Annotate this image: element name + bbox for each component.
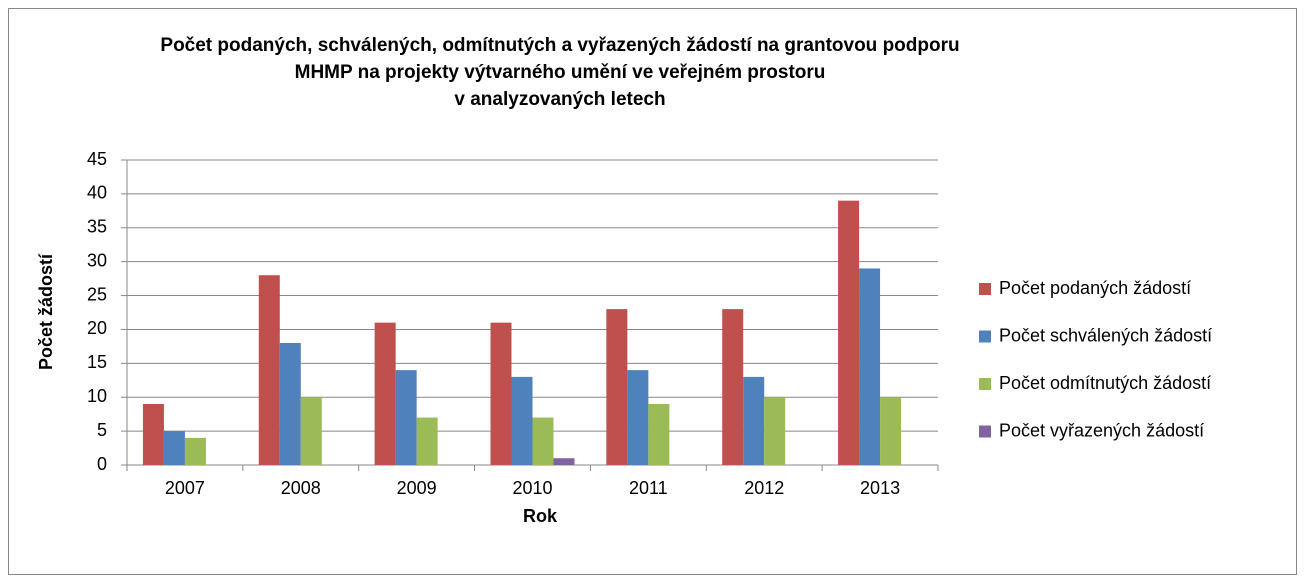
y-tick-label: 10 — [87, 386, 107, 406]
x-tick-label: 2009 — [397, 478, 437, 498]
bar — [722, 309, 744, 465]
y-tick-label: 25 — [87, 284, 107, 304]
bar — [300, 397, 322, 465]
x-tick-label: 2008 — [281, 478, 321, 498]
y-tick-label: 0 — [97, 454, 107, 474]
bar — [374, 322, 396, 465]
chart-border — [8, 8, 1297, 575]
bar — [490, 322, 512, 465]
bar — [880, 397, 902, 465]
bar — [627, 370, 649, 465]
x-tick-label: 2013 — [860, 478, 900, 498]
legend-swatch — [979, 283, 991, 295]
bar — [743, 376, 765, 465]
legend-label: Počet vyřazených žádostí — [999, 420, 1204, 440]
bar — [184, 437, 206, 465]
bar — [532, 417, 554, 465]
bar — [764, 397, 786, 465]
bar — [163, 431, 185, 465]
y-tick-label: 15 — [87, 352, 107, 372]
bar — [142, 404, 164, 465]
y-tick-label: 20 — [87, 318, 107, 338]
y-axis-label: Počet žádostí — [36, 253, 56, 370]
bar — [511, 376, 533, 465]
bar — [838, 200, 860, 465]
y-tick-label: 40 — [87, 183, 107, 203]
chart-title: v analyzovaných letech — [454, 89, 665, 110]
legend-label: Počet odmítnutých žádostí — [999, 373, 1211, 393]
legend-swatch — [979, 378, 991, 390]
bar — [416, 417, 438, 465]
y-tick-label: 30 — [87, 250, 107, 270]
x-tick-label: 2012 — [744, 478, 784, 498]
legend-swatch — [979, 425, 991, 438]
x-tick-label: 2010 — [512, 478, 552, 498]
x-tick-label: 2011 — [629, 478, 668, 498]
bar — [258, 275, 280, 465]
y-tick-label: 45 — [87, 149, 107, 169]
bar — [859, 268, 881, 465]
x-tick-label: 2007 — [165, 478, 205, 498]
y-tick-label: 5 — [97, 420, 107, 440]
bar — [553, 458, 575, 465]
legend-swatch — [979, 330, 991, 343]
bar — [606, 309, 628, 465]
bar — [279, 343, 301, 465]
bar — [648, 404, 670, 465]
x-axis-label: Rok — [523, 506, 558, 526]
legend-label: Počet schválených žádostí — [999, 325, 1212, 345]
bar — [395, 370, 417, 465]
chart-title: Počet podaných, schválených, odmítnutých… — [160, 35, 959, 56]
y-tick-label: 35 — [87, 217, 107, 237]
legend-label: Počet podaných žádostí — [999, 278, 1191, 298]
chart-title: MHMP na projekty výtvarného umění ve veř… — [295, 62, 826, 83]
